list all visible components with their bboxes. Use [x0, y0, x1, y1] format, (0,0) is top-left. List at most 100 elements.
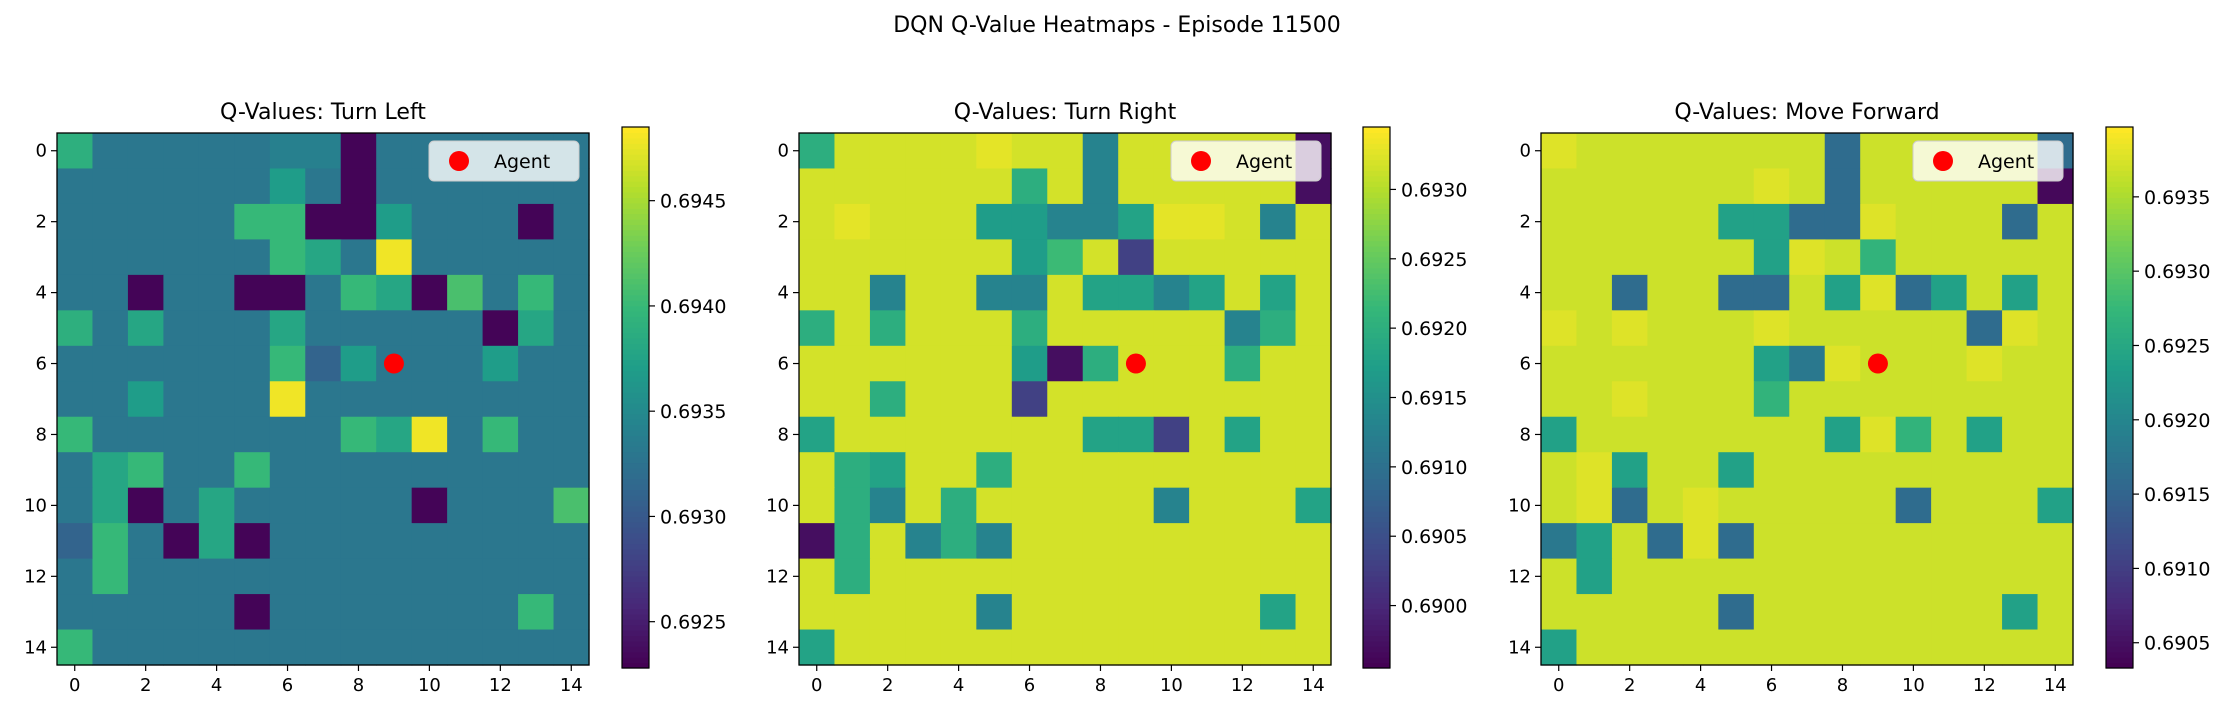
heatmap-cell: [1082, 168, 1119, 205]
heatmap-cell: [1860, 558, 1897, 595]
heatmap-cell: [1611, 487, 1648, 524]
colorbar-segment: [2106, 505, 2133, 512]
heatmap-cell: [1260, 487, 1297, 524]
colorbar-segment: [622, 337, 649, 344]
heatmap-cell: [1541, 487, 1578, 524]
heatmap-cell: [834, 452, 871, 489]
colorbar-segment: [2106, 408, 2133, 415]
colorbar-segment: [622, 630, 649, 637]
heatmap-cell: [1789, 452, 1826, 489]
heatmap-panel-2: Q-Values: Turn Right 0 2 4 6 8 10 12 14 0 2 4 6 8 10 12…: [766, 100, 1467, 696]
heatmap-cell: [1011, 381, 1048, 418]
heatmap-cell: [1576, 345, 1613, 382]
colorbar-segment: [622, 565, 649, 572]
heatmap-cell: [1753, 416, 1790, 453]
x-tick-label: 2: [140, 675, 151, 696]
heatmap-cell: [2037, 594, 2074, 631]
colorbar-segment: [2106, 197, 2133, 204]
heatmap-cell: [1118, 558, 1155, 595]
heatmap-cell: [1153, 274, 1190, 311]
heatmap-cell: [1260, 345, 1297, 382]
heatmap-cell: [553, 487, 590, 524]
heatmap-cell: [198, 203, 235, 240]
heatmap-cell: [1824, 416, 1861, 453]
heatmap-cell: [799, 168, 836, 205]
heatmap-cell: [905, 487, 942, 524]
heatmap-cell: [482, 310, 519, 347]
heatmap-cell: [1541, 594, 1578, 631]
heatmap-cell: [340, 133, 377, 170]
colorbar-segment: [1363, 294, 1390, 301]
heatmap-cell: [1011, 345, 1048, 382]
colorbar-segment: [1363, 386, 1390, 393]
heatmap-cell: [127, 452, 164, 489]
heatmap-cell: [1153, 345, 1190, 382]
colorbar-segment: [622, 343, 649, 350]
heatmap-cell: [940, 168, 977, 205]
heatmap-cell: [1718, 203, 1755, 240]
legend-label: Agent: [1978, 151, 2034, 173]
heatmap-cell: [234, 523, 271, 560]
heatmap-cell: [905, 345, 942, 382]
colorbar-segment: [2106, 170, 2133, 177]
heatmap-cell: [799, 416, 836, 453]
heatmap-cell: [1753, 133, 1790, 170]
heatmap-cell: [905, 239, 942, 276]
heatmap-cell: [518, 310, 555, 347]
heatmap-cell: [1647, 168, 1684, 205]
heatmap-cell: [1260, 310, 1297, 347]
colorbar-segment: [622, 619, 649, 626]
figure-title: DQN Q-Value Heatmaps - Episode 11500: [893, 13, 1341, 38]
heatmap-cell: [234, 558, 271, 595]
heatmap-cell: [1047, 416, 1084, 453]
colorbar-segment: [2106, 494, 2133, 501]
heatmap-cell: [1895, 594, 1932, 631]
heatmap-cell: [447, 345, 484, 382]
heatmap-cell: [1260, 452, 1297, 489]
heatmap-cell: [1824, 168, 1861, 205]
heatmap-cell: [57, 203, 94, 240]
heatmap-cell: [1153, 416, 1190, 453]
heatmap-cell: [1824, 239, 1861, 276]
colorbar-segment: [1363, 467, 1390, 474]
colorbar-segment: [622, 251, 649, 258]
heatmap-cell: [411, 487, 448, 524]
heatmap-cell: [57, 523, 94, 560]
heatmap-cell: [482, 487, 519, 524]
y-tick-label: 2: [1520, 212, 1531, 233]
heatmap-cell: [834, 274, 871, 311]
colorbar-segment: [622, 538, 649, 545]
heatmap-cell: [1718, 274, 1755, 311]
heatmap-cell: [411, 239, 448, 276]
heatmap-cell: [447, 239, 484, 276]
colorbar-segment: [1363, 613, 1390, 620]
x-tick-label: 6: [282, 675, 293, 696]
heatmap-cell: [305, 416, 342, 453]
heatmap-cell: [976, 345, 1013, 382]
colorbar-segment: [2106, 218, 2133, 225]
colorbar-segment: [2106, 229, 2133, 236]
heatmap-cell: [1647, 345, 1684, 382]
heatmap-cell: [1541, 239, 1578, 276]
heatmap-cell: [799, 523, 836, 560]
heatmap-cell: [905, 594, 942, 631]
colorbar-segment: [1363, 300, 1390, 307]
heatmap-cell: [1682, 452, 1719, 489]
heatmap-cell: [376, 487, 413, 524]
heatmap-cell: [1789, 203, 1826, 240]
heatmap-cell: [1860, 168, 1897, 205]
heatmap-cell: [1966, 381, 2003, 418]
colorbar-segment: [1363, 435, 1390, 442]
heatmap-cell: [305, 452, 342, 489]
colorbar-tick-label: 0.6915: [2144, 484, 2210, 506]
heatmap-cell: [1295, 523, 1332, 560]
heatmap-cell: [92, 523, 129, 560]
heatmap-cell: [1682, 168, 1719, 205]
colorbar-segment: [1363, 532, 1390, 539]
colorbar-segment: [2106, 148, 2133, 155]
x-tick-label: 6: [1024, 675, 1035, 696]
colorbar-segment: [1363, 603, 1390, 610]
colorbar-frame: [621, 126, 650, 669]
heatmap-cell: [269, 239, 306, 276]
heatmap-cell: [2037, 523, 2074, 560]
